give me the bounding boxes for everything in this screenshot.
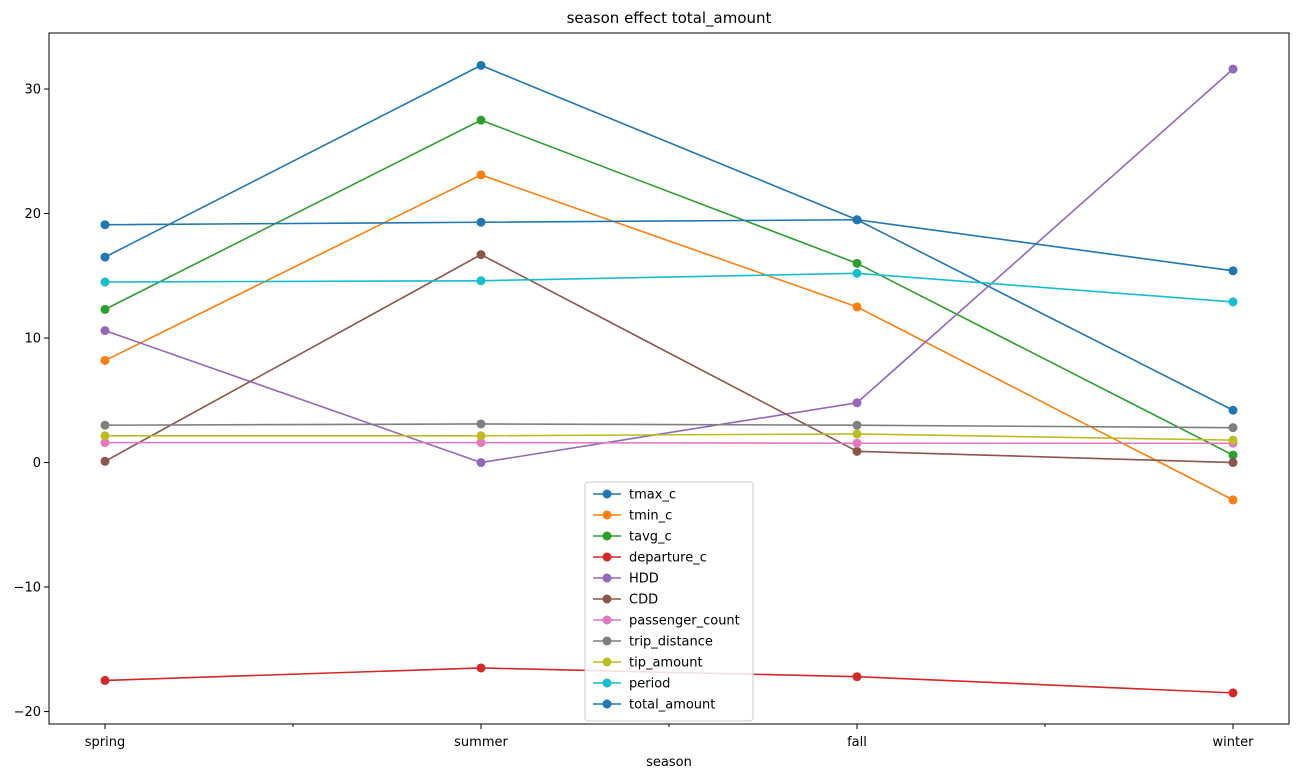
data-point (853, 215, 862, 224)
legend-label: total_amount (629, 698, 715, 713)
legend-label: tip_amount (629, 656, 703, 671)
legend-marker (603, 574, 612, 583)
data-point (101, 356, 110, 365)
data-point (1229, 436, 1238, 445)
legend-label: tmax_c (629, 488, 676, 503)
series-line (105, 443, 1233, 444)
legend-marker (603, 511, 612, 520)
data-point (477, 250, 486, 259)
legend-marker (603, 616, 612, 625)
data-point (853, 398, 862, 407)
data-point (477, 61, 486, 70)
data-point (101, 253, 110, 262)
legend-label: CDD (629, 593, 658, 608)
y-tick-label: 20 (24, 207, 41, 222)
data-point (853, 439, 862, 448)
data-point (1229, 406, 1238, 415)
data-point (101, 326, 110, 335)
data-point (853, 302, 862, 311)
legend-marker (603, 637, 612, 646)
legend-marker (603, 679, 612, 688)
data-point (1229, 65, 1238, 74)
x-tick-label: fall (847, 735, 867, 750)
legend-marker (603, 490, 612, 499)
legend-label: trip_distance (629, 635, 713, 650)
data-point (477, 458, 486, 467)
data-point (853, 429, 862, 438)
data-point (101, 421, 110, 430)
y-axis: −20 −10 0 10 20 30 (14, 83, 49, 721)
legend-label: departure_c (629, 551, 707, 566)
x-tick-label: spring (85, 735, 125, 750)
chart-title: season effect total_amount (567, 9, 772, 28)
data-point (477, 218, 486, 227)
y-tick-label: 10 (24, 332, 41, 347)
data-point (477, 170, 486, 179)
data-point (101, 457, 110, 466)
x-axis-title: season (646, 755, 692, 770)
legend-label: passenger_count (629, 614, 740, 629)
data-point (101, 220, 110, 229)
legend-label: tavg_c (629, 530, 672, 545)
data-point (1229, 458, 1238, 467)
y-tick-label: −10 (14, 581, 41, 596)
x-tick-label: winter (1213, 735, 1255, 750)
legend-marker (603, 553, 612, 562)
data-point (853, 447, 862, 456)
legend-marker (603, 532, 612, 541)
y-tick-label: −20 (14, 705, 41, 720)
data-point (1229, 297, 1238, 306)
data-point (853, 269, 862, 278)
data-point (853, 421, 862, 430)
legend-label: HDD (629, 572, 659, 587)
data-point (853, 259, 862, 268)
data-point (477, 116, 486, 125)
data-point (101, 676, 110, 685)
data-point (477, 663, 486, 672)
x-axis: spring summer fall winter (85, 724, 1254, 750)
data-point (101, 305, 110, 314)
data-point (1229, 688, 1238, 697)
data-point (477, 419, 486, 428)
legend-label: tmin_c (629, 509, 672, 524)
data-point (1229, 495, 1238, 504)
legend-marker (603, 700, 612, 709)
data-point (477, 276, 486, 285)
x-tick-label: summer (454, 735, 508, 750)
legend-marker (603, 595, 612, 604)
data-point (1229, 266, 1238, 275)
data-point (853, 672, 862, 681)
legend-marker (603, 658, 612, 667)
y-tick-label: 0 (33, 456, 41, 471)
legend-label: period (629, 677, 670, 692)
data-point (101, 431, 110, 440)
legend: tmax_c tmin_c tavg_c departure_c HDD CDD passe… (585, 482, 753, 721)
data-point (477, 431, 486, 440)
data-point (1229, 423, 1238, 432)
data-point (101, 278, 110, 287)
y-tick-label: 30 (24, 83, 41, 98)
